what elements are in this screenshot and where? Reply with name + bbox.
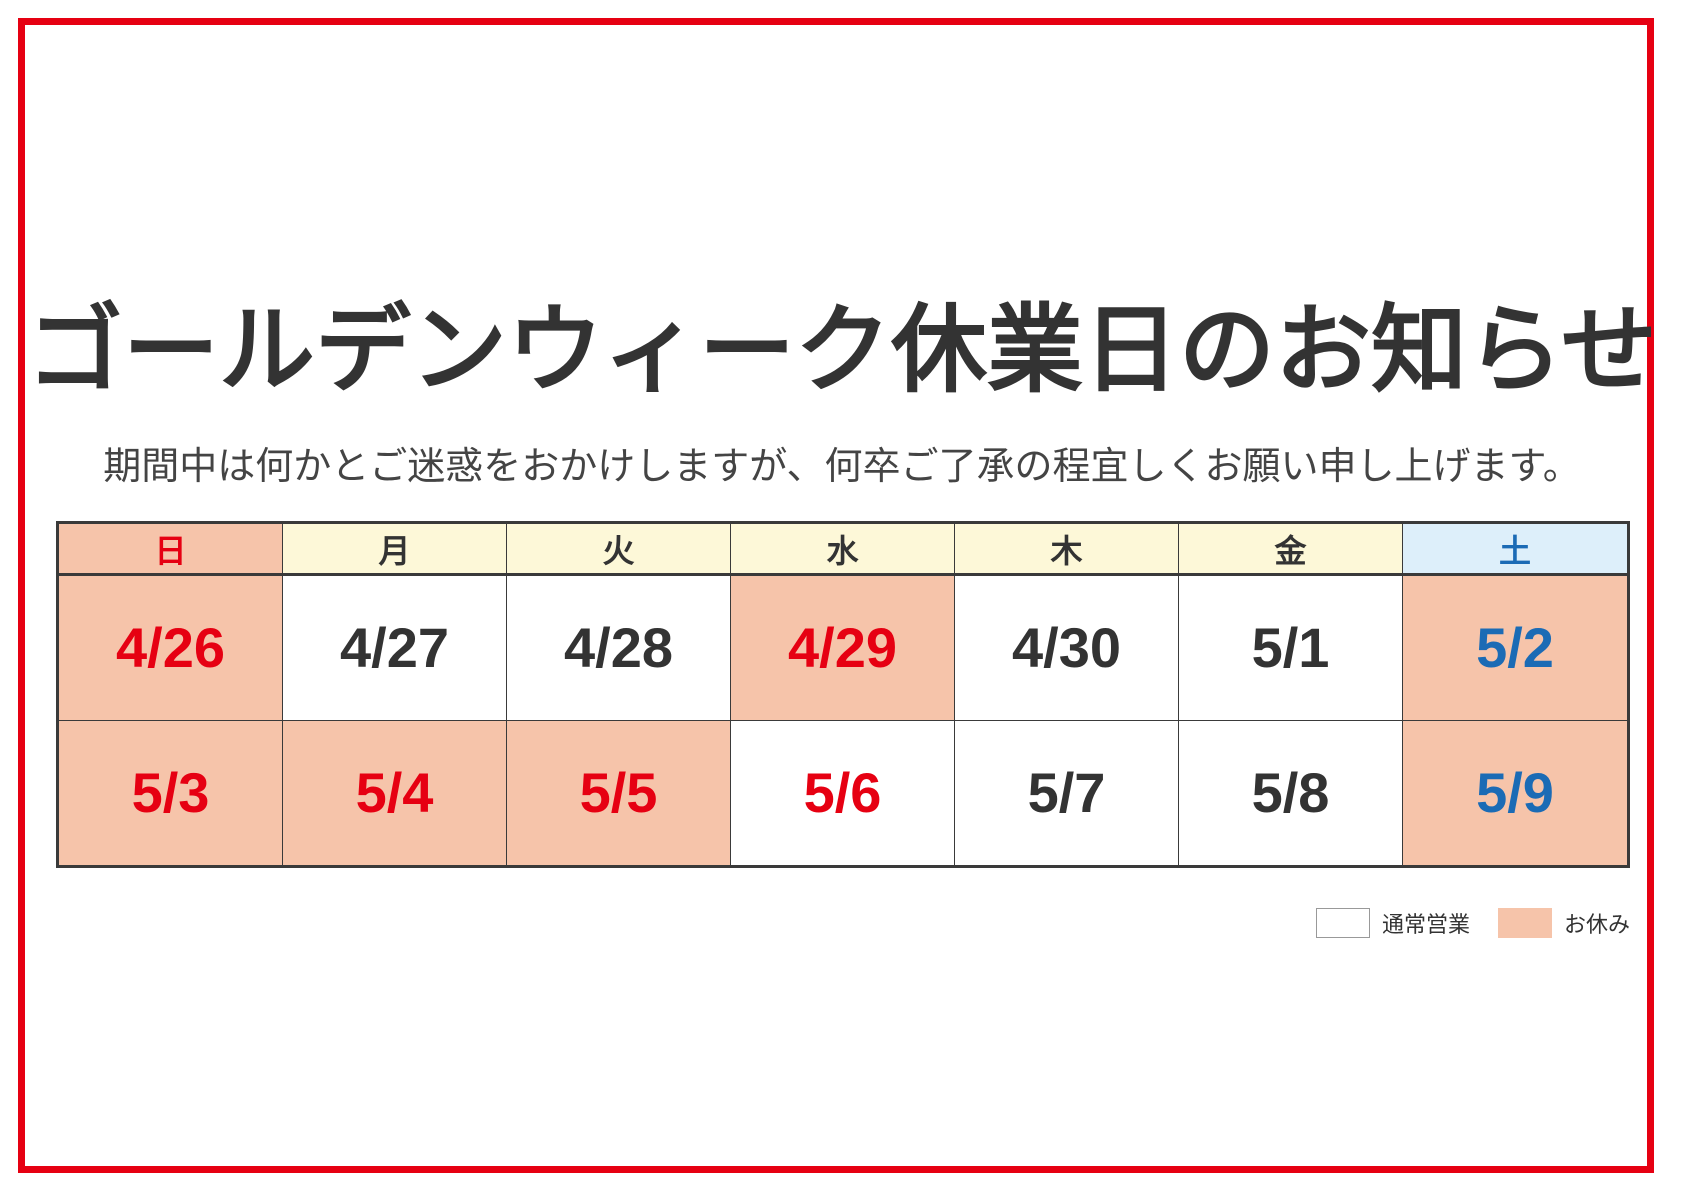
weekday-header: 木 bbox=[955, 524, 1179, 576]
holiday-calendar: 日月火水木金土 4/26 4/27 4/28 4/29 4/30 5/1 5/2 5/3 5/4 5… bbox=[56, 521, 1630, 868]
page-title: ゴールデンウィーク休業日のお知らせ bbox=[26, 294, 1658, 406]
calendar-day-open: 4/28 bbox=[507, 576, 731, 721]
calendar-day-closed: 5/3 bbox=[59, 720, 283, 865]
notice-message: 期間中は何かとご迷惑をおかけしますが、何卒ご了承の程宜しくお願い申し上げます。 bbox=[103, 444, 1581, 488]
weekday-header: 金 bbox=[1179, 524, 1403, 576]
weekday-header: 月 bbox=[283, 524, 507, 576]
weekday-header: 土 bbox=[1403, 524, 1627, 576]
weekday-header: 火 bbox=[507, 524, 731, 576]
calendar-day-open: 4/27 bbox=[283, 576, 507, 721]
calendar-day-open: 5/8 bbox=[1179, 720, 1403, 865]
calendar-day-open: 5/7 bbox=[955, 720, 1179, 865]
weekday-header: 水 bbox=[731, 524, 955, 576]
legend-open-swatch bbox=[1316, 908, 1370, 938]
calendar-day-closed: 5/4 bbox=[283, 720, 507, 865]
calendar-day-closed: 5/5 bbox=[507, 720, 731, 865]
legend-open-label: 通常営業 bbox=[1382, 913, 1471, 938]
calendar-day-open: 4/30 bbox=[955, 576, 1179, 721]
calendar-day-closed: 5/9 bbox=[1403, 720, 1627, 865]
legend-closed: お休み bbox=[1498, 907, 1630, 939]
calendar-day-open: 5/1 bbox=[1179, 576, 1403, 721]
calendar-day-closed: 4/29 bbox=[731, 576, 955, 721]
calendar-day-closed: 5/2 bbox=[1403, 576, 1627, 721]
legend-closed-swatch bbox=[1498, 908, 1552, 938]
red-border-frame bbox=[18, 18, 1654, 1173]
legend-open: 通常営業 bbox=[1316, 907, 1470, 939]
legend-closed-label: お休み bbox=[1564, 913, 1631, 938]
weekday-header: 日 bbox=[59, 524, 283, 576]
calendar-day-open: 5/6 bbox=[731, 720, 955, 865]
calendar-day-closed: 4/26 bbox=[59, 576, 283, 721]
